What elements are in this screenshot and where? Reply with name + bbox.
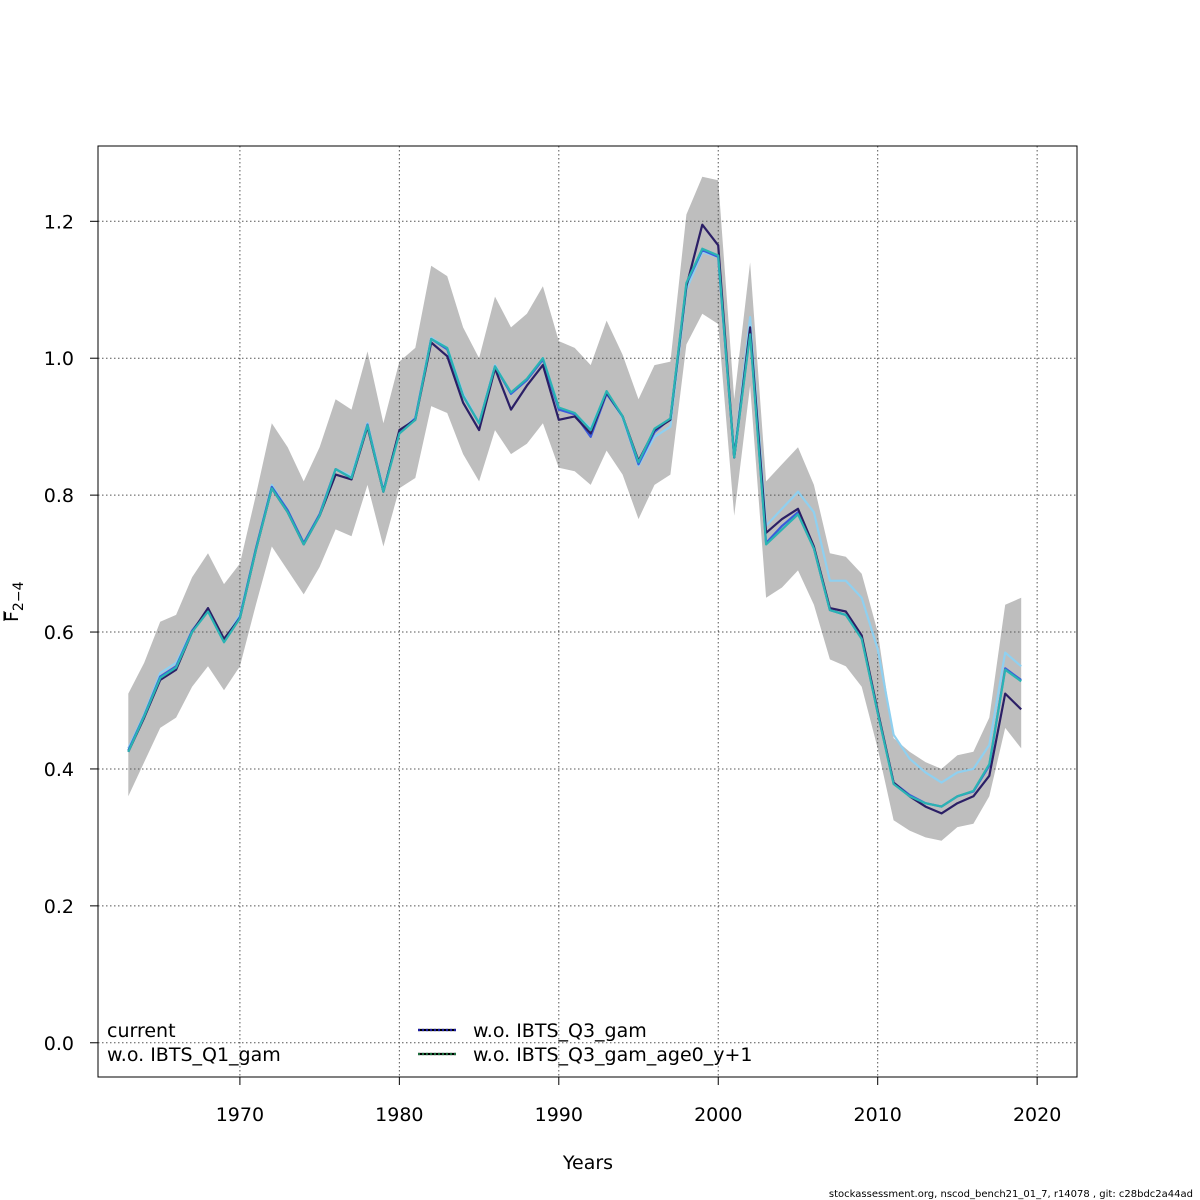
legend-label-w-o-ibts-q3-gam: w.o. IBTS_Q3_gam <box>473 1020 647 1042</box>
legend-label-current: current <box>107 1020 176 1042</box>
x-tick-label-1990: 1990 <box>535 1104 583 1126</box>
y-axis: 0.0 0.2 0.4 0.6 0.8 1.0 1.2 <box>44 211 98 1055</box>
legend-label-w-o-ibts-q1-gam: w.o. IBTS_Q1_gam <box>107 1044 281 1066</box>
legend-label-w-o-ibts-q3-gam-age0-y-1: w.o. IBTS_Q3_gam_age0_y+1 <box>473 1044 753 1066</box>
confidence-band-layer <box>128 176 1022 841</box>
x-tick-label-2000: 2000 <box>694 1104 742 1126</box>
y-tick-label-0: 0.0 <box>44 1033 74 1055</box>
y-tick-label-0_6: 0.6 <box>44 622 74 644</box>
y-tick-label-0_2: 0.2 <box>44 896 74 918</box>
y-axis-title-main: F <box>1 611 23 622</box>
y-tick-label-1_2: 1.2 <box>44 211 74 233</box>
confidence-band <box>128 176 1022 841</box>
footer-credit: stockassessment.org, nscod_bench21_01_7,… <box>829 1189 1193 1200</box>
x-axis: 1970 1980 1990 2000 2010 2020 <box>216 1077 1061 1126</box>
y-axis-title-subscript: 2−4 <box>11 581 27 611</box>
x-tick-label-1980: 1980 <box>375 1104 423 1126</box>
y-tick-label-0_4: 0.4 <box>44 759 74 781</box>
x-axis-title: Years <box>562 1152 613 1174</box>
series-line-w-o-ibts-q3-gam-age0-y-1 <box>127 247 1022 808</box>
svg-text:F2−4: F2−4 <box>1 581 27 622</box>
x-tick-label-1970: 1970 <box>216 1104 264 1126</box>
x-tick-label-2020: 2020 <box>1013 1104 1061 1126</box>
y-tick-label-0_8: 0.8 <box>44 485 74 507</box>
series-layer <box>127 223 1022 815</box>
grid-layer <box>98 146 1077 1077</box>
x-tick-label-2010: 2010 <box>854 1104 902 1126</box>
y-tick-label-1: 1.0 <box>44 348 74 370</box>
plot-frame <box>97 145 1078 1078</box>
y-axis-title: F2−4 <box>1 581 27 622</box>
